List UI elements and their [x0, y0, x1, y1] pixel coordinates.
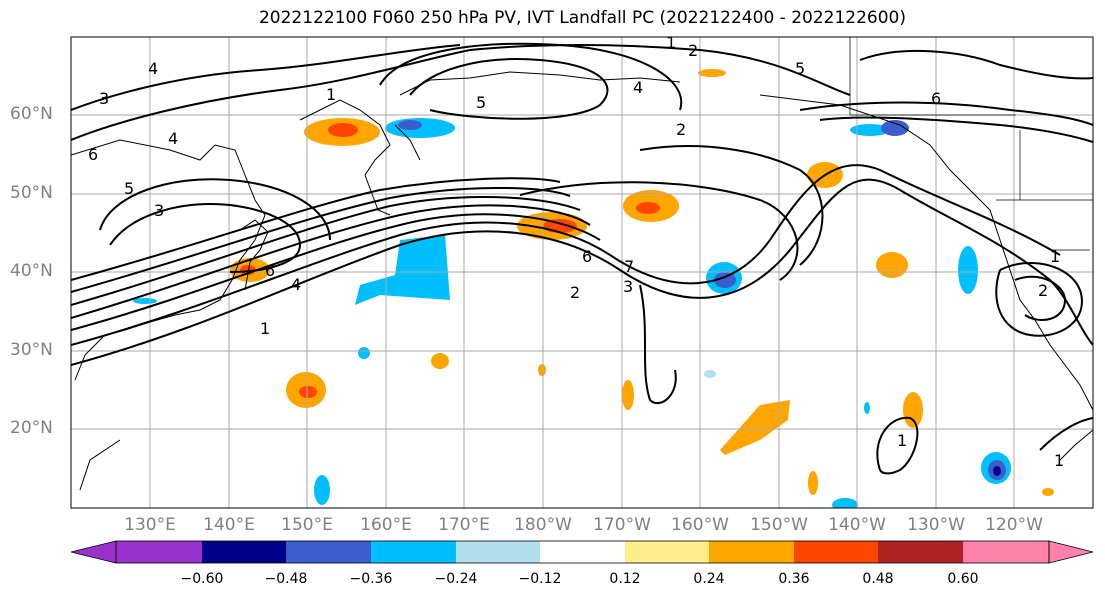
lon-label: 180°W — [514, 515, 572, 535]
colorbar-segment — [794, 541, 878, 563]
colorbar-tick: 0.12 — [609, 571, 641, 587]
lon-label: 140°W — [828, 515, 886, 535]
contour-labels: 3 4 4 6 5 3 1 5 4 2 2 1 5 6 6 7 3 2 6 4 … — [88, 33, 1064, 470]
lon-label: 160°W — [671, 515, 729, 535]
contour-label: 1 — [1054, 451, 1064, 470]
colorbar-tick: −0.12 — [518, 571, 562, 587]
lon-label: 160°E — [360, 515, 412, 535]
colorbar-segment — [202, 541, 286, 563]
colorbar-segment — [371, 541, 456, 563]
lon-label: 150°W — [750, 515, 808, 535]
contour-label: 6 — [582, 247, 592, 266]
contour-label: 1 — [666, 33, 676, 52]
colorbar-segment — [963, 541, 1049, 563]
contour-label: 3 — [154, 201, 164, 220]
lon-label: 140°E — [203, 515, 255, 535]
colorbar-tick: −0.60 — [180, 571, 224, 587]
colorbar-tick: 0.24 — [693, 571, 725, 587]
colorbar — [70, 540, 1094, 564]
colorbar-segment — [709, 541, 794, 563]
contour-label: 6 — [88, 145, 98, 164]
contour-label: 6 — [931, 89, 941, 108]
contour-label: 1 — [1050, 247, 1060, 266]
lat-label: 60°N — [10, 104, 53, 124]
contour-label: 4 — [148, 59, 158, 78]
contour-label: 2 — [570, 283, 580, 302]
colorbar-segment — [286, 541, 371, 563]
contour-label: 7 — [624, 257, 634, 276]
contour-label: 3 — [99, 89, 109, 108]
colorbar-segment — [540, 541, 625, 563]
colorbar-tick: −0.36 — [349, 571, 393, 587]
contour-label: 1 — [326, 85, 336, 104]
colorbar-segment — [625, 541, 709, 563]
colorbar-tick: 0.48 — [862, 571, 894, 587]
lat-label: 30°N — [10, 340, 53, 360]
contour-label: 6 — [265, 261, 275, 280]
map-plot-area: 3 4 4 6 5 3 1 5 4 2 2 1 5 6 6 7 3 2 6 4 … — [71, 33, 1093, 508]
colorbar-tick: 0.60 — [947, 571, 979, 587]
lon-label: 170°E — [438, 515, 490, 535]
colorbar-segment — [116, 541, 202, 563]
colorbar-tick: −0.24 — [434, 571, 478, 587]
map-title: 2022122100 F060 250 hPa PV, IVT Landfall… — [258, 8, 906, 28]
contour-label: 5 — [476, 93, 486, 112]
contour-label: 2 — [688, 41, 698, 60]
colorbar-segment — [878, 541, 963, 563]
contour-label: 3 — [623, 277, 633, 296]
contour-label: 5 — [124, 179, 134, 198]
colorbar-left-extend — [70, 540, 117, 564]
pv-contours — [71, 42, 1093, 475]
lat-label: 20°N — [10, 418, 53, 438]
colorbar-tick: −0.48 — [264, 571, 308, 587]
contour-label: 2 — [1038, 281, 1048, 300]
colorbar-right-extend — [1048, 540, 1094, 564]
contour-label: 4 — [291, 275, 301, 294]
lat-label: 50°N — [10, 183, 53, 203]
map-frame — [70, 36, 1094, 509]
lon-label: 150°E — [281, 515, 333, 535]
contour-label: 2 — [676, 120, 686, 139]
contour-label: 4 — [168, 129, 178, 148]
colorbar-segment — [456, 541, 540, 563]
borders — [849, 37, 1093, 251]
lon-label: 120°W — [985, 515, 1043, 535]
lon-label: 130°W — [907, 515, 965, 535]
contour-label: 5 — [795, 59, 805, 78]
contour-label: 4 — [633, 78, 643, 97]
lat-label: 40°N — [10, 261, 53, 281]
lon-label: 130°E — [124, 515, 176, 535]
lon-label: 170°W — [593, 515, 651, 535]
contour-label: 1 — [260, 319, 270, 338]
contour-label: 1 — [897, 431, 907, 450]
colorbar-tick: 0.36 — [778, 571, 810, 587]
